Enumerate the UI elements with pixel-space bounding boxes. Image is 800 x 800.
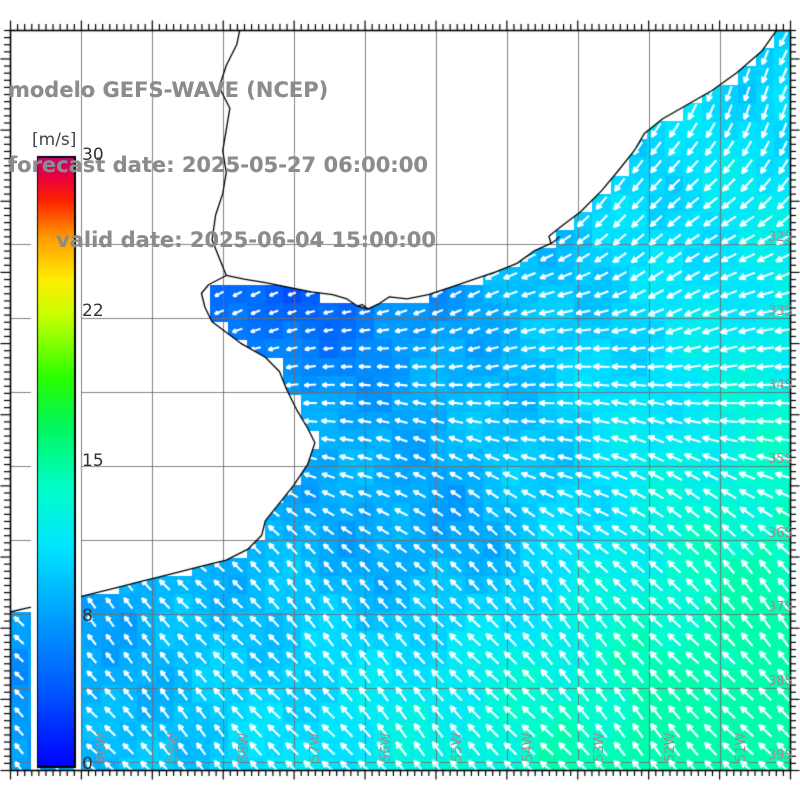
- lat-label-35S: 35S: [768, 452, 793, 467]
- lon-label-59W: 59W: [166, 732, 181, 762]
- lat-label-39S: 39S: [768, 748, 793, 763]
- colorbar-unit-label: [m/s]: [32, 130, 77, 150]
- lat-label-36S: 36S: [768, 526, 793, 541]
- colorbar-tick-8: 8: [82, 606, 93, 626]
- lat-label-32S: 32S: [768, 230, 793, 245]
- colorbar-tick-22: 22: [82, 301, 104, 321]
- colorbar-tick-30: 30: [82, 145, 104, 165]
- lat-label-37S: 37S: [768, 600, 793, 615]
- colorbar-tick-0: 0: [82, 754, 93, 774]
- lon-label-53W: 53W: [592, 732, 607, 762]
- lat-label-34S: 34S: [768, 378, 793, 393]
- lon-label-55W: 55W: [450, 732, 465, 762]
- lon-label-52W: 52W: [663, 732, 678, 762]
- lon-label-51W: 51W: [734, 732, 749, 762]
- lon-label-54W: 54W: [521, 732, 536, 762]
- lon-label-56W: 56W: [379, 732, 394, 762]
- colorbar-tick-15: 15: [82, 451, 104, 471]
- lon-label-58W: 58W: [237, 732, 252, 762]
- lon-label-57W: 57W: [308, 732, 323, 762]
- lat-label-33S: 33S: [768, 304, 793, 319]
- lat-label-38S: 38S: [768, 674, 793, 689]
- lon-label-60W: 60W: [95, 732, 110, 762]
